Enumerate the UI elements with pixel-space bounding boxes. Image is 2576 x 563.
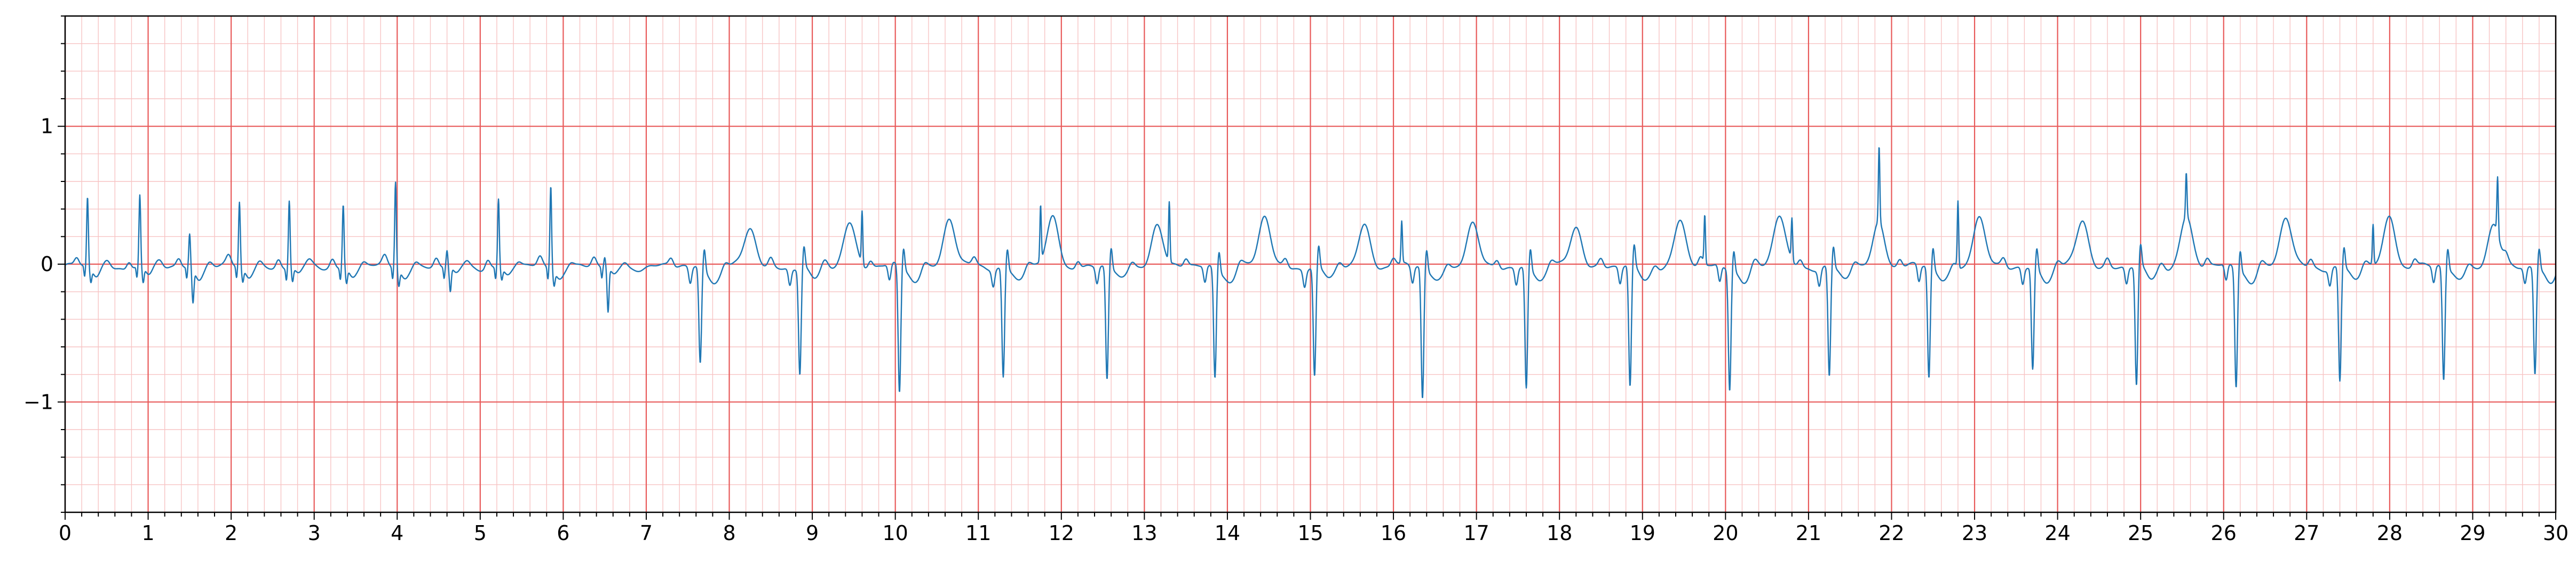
x-tick-label: 28 (2377, 521, 2403, 545)
x-tick-label: 10 (882, 521, 908, 545)
x-tick-label: 27 (2294, 521, 2319, 545)
x-tick-label: 7 (640, 521, 653, 545)
x-tick-label: 1 (141, 521, 154, 545)
x-tick-label: 13 (1131, 521, 1157, 545)
x-tick-label: 3 (308, 521, 321, 545)
x-tick-label: 5 (474, 521, 487, 545)
x-tick-label: 26 (2211, 521, 2237, 545)
x-tick-label: 20 (1713, 521, 1738, 545)
x-tick-label: 14 (1215, 521, 1240, 545)
x-tick-label: 2 (225, 521, 237, 545)
x-axis: 0 1 2 3 4 5 6 7 8 9 10 11 12 13 14 15 16 17 18 19 20 21 22 23 24… (59, 512, 2569, 545)
x-tick-label: 4 (391, 521, 403, 545)
x-tick-label: 25 (2128, 521, 2153, 545)
x-tick-label: 18 (1547, 521, 1572, 545)
x-tick-label: 6 (557, 521, 569, 545)
x-tick-label: 11 (965, 521, 991, 545)
x-tick-label: 0 (59, 521, 72, 545)
y-axis: −1 0 1 (23, 15, 65, 513)
x-tick-label: 12 (1049, 521, 1074, 545)
x-tick-label: 19 (1630, 521, 1655, 545)
x-tick-label: 17 (1463, 521, 1489, 545)
x-tick-label: 8 (723, 521, 735, 545)
x-tick-label: 22 (1879, 521, 1904, 545)
ecg-trace (65, 147, 2557, 398)
x-tick-label: 16 (1381, 521, 1406, 545)
x-tick-label: 29 (2460, 521, 2485, 545)
x-tick-label: 9 (806, 521, 819, 545)
y-tick-label: 1 (41, 115, 53, 138)
x-tick-label: 24 (2044, 521, 2070, 545)
y-tick-label: −1 (23, 390, 53, 414)
x-tick-label: 15 (1297, 521, 1323, 545)
y-tick-label: 0 (41, 252, 53, 276)
x-tick-label: 21 (1796, 521, 1821, 545)
x-tick-label: 23 (1962, 521, 1987, 545)
x-tick-label: 30 (2543, 521, 2569, 545)
